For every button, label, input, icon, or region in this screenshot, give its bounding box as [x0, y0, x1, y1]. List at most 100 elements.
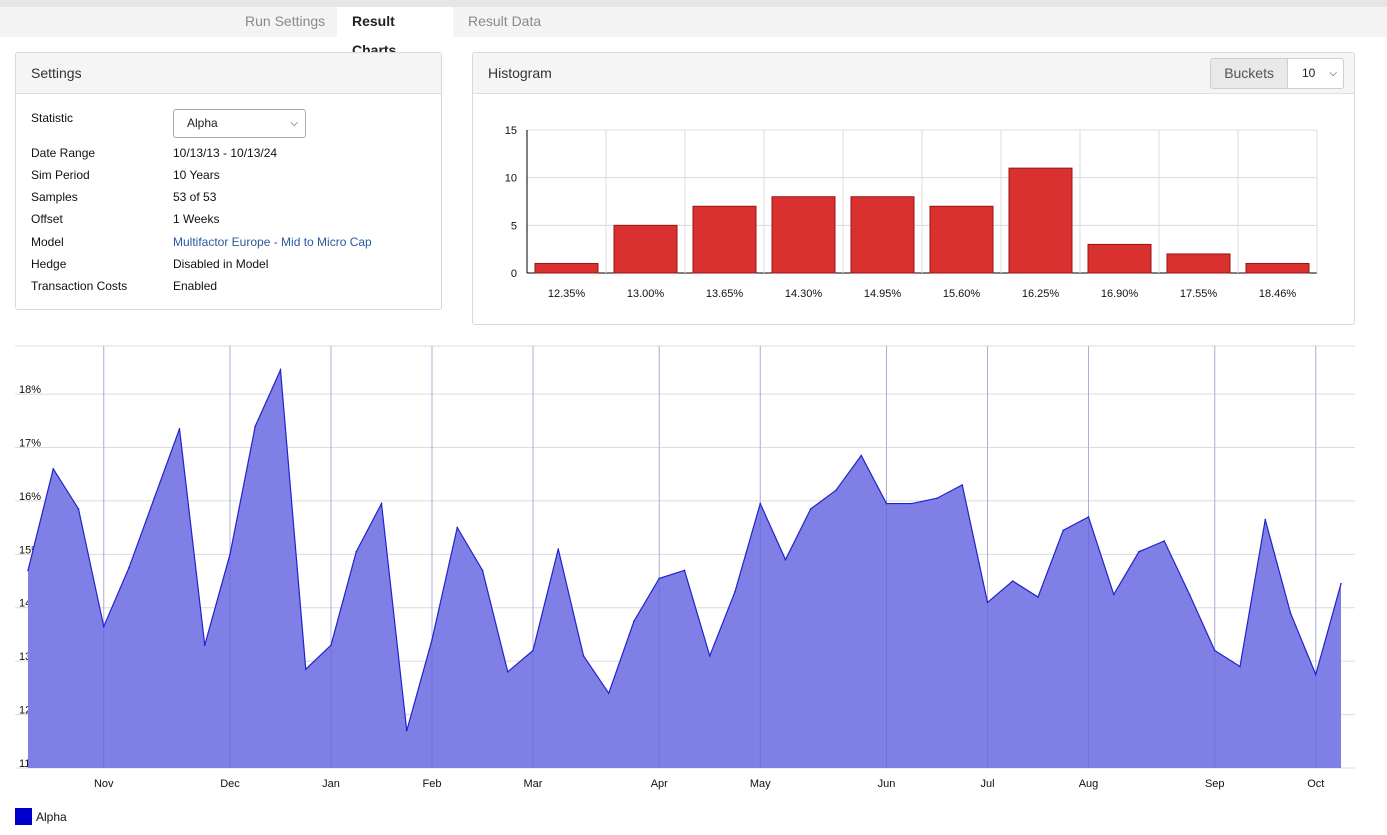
alpha-data-point	[1087, 516, 1090, 518]
tab-bar: Run Settings Result Charts Result Data	[0, 7, 1387, 58]
model-link[interactable]: Multifactor Europe - Mid to Micro Cap	[173, 235, 372, 249]
alpha-data-point	[961, 484, 964, 486]
alpha-data-point	[1340, 582, 1342, 585]
buckets-control: Buckets 10 ⌵	[1210, 58, 1344, 89]
hist-bar	[534, 262, 599, 274]
tab-result-charts[interactable]: Result Charts	[337, 7, 453, 58]
hist-x-tick-label: 14.95%	[864, 288, 902, 300]
alpha-data-point	[1062, 529, 1065, 532]
alpha-data-point	[153, 497, 156, 500]
samples-label: Samples	[31, 190, 78, 204]
legend-swatch-alpha[interactable]	[15, 808, 32, 825]
hist-y-tick-label: 5	[511, 220, 517, 232]
alpha-data-point	[860, 454, 863, 457]
hist-x-tick-label: 16.90%	[1101, 288, 1139, 300]
tab-result-data[interactable]: Result Data	[468, 13, 542, 29]
hist-x-tick-label: 15.60%	[943, 288, 981, 300]
alpha-data-point	[734, 590, 736, 593]
area-x-tick-label: Jul	[980, 778, 994, 790]
alpha-data-point	[683, 569, 686, 572]
alpha-data-point	[380, 502, 383, 505]
alpha-data-point	[77, 508, 80, 510]
hist-x-tick-label: 13.00%	[627, 288, 665, 300]
hist-bar	[692, 205, 757, 274]
hist-y-tick-label: 15	[505, 125, 517, 137]
alpha-data-point	[835, 489, 837, 492]
alpha-data-point	[279, 369, 282, 371]
alpha-area-fill	[28, 370, 1341, 768]
hist-x-tick-label: 14.30%	[785, 288, 823, 300]
alpha-data-point	[203, 644, 206, 646]
alpha-data-point	[330, 644, 332, 646]
alpha-data-point	[1239, 665, 1241, 668]
settings-panel: Settings Statistic Alpha ⌵ Date Range 10…	[15, 52, 442, 310]
alpha-data-point	[809, 508, 812, 510]
hist-x-tick-label: 18.46%	[1259, 288, 1297, 300]
samples-value: 53 of 53	[173, 190, 217, 204]
sim-period-label: Sim Period	[31, 168, 90, 182]
alpha-data-point	[481, 569, 484, 572]
hedge-label: Hedge	[31, 257, 67, 271]
top-strip	[0, 0, 1387, 7]
alpha-data-point	[936, 497, 938, 500]
buckets-select[interactable]: 10 ⌵	[1288, 58, 1344, 89]
alpha-data-point	[784, 558, 787, 561]
alpha-data-point	[1037, 596, 1039, 598]
alpha-area-chart: 11%12%13%14%15%16%17%18%NovDecJanFebMarA…	[15, 345, 1355, 790]
area-x-tick-label: Jan	[322, 778, 340, 790]
transaction-costs-value: Enabled	[173, 279, 218, 293]
area-x-tick-label: Mar	[524, 778, 543, 790]
hist-bar	[613, 224, 678, 274]
alpha-data-point	[1289, 612, 1292, 614]
buckets-label: Buckets	[1210, 58, 1288, 89]
hist-x-tick-label: 13.65%	[706, 288, 744, 300]
alpha-data-point	[254, 425, 257, 427]
hist-x-tick-label: 17.55%	[1180, 288, 1218, 300]
settings-panel-title: Settings	[16, 53, 441, 94]
area-x-tick-label: Nov	[94, 778, 114, 790]
histogram-panel-header: Histogram Buckets 10 ⌵	[473, 53, 1354, 94]
area-x-tick-label: Aug	[1079, 778, 1099, 790]
model-label: Model	[31, 235, 64, 249]
hist-x-tick-label: 12.35%	[548, 288, 586, 300]
area-x-tick-label: Dec	[220, 778, 240, 790]
area-x-tick-label: Oct	[1307, 778, 1324, 790]
alpha-data-point	[456, 526, 459, 529]
alpha-data-point	[532, 649, 534, 652]
alpha-data-point	[1138, 550, 1140, 553]
hist-bar	[1245, 262, 1310, 274]
alpha-data-point	[27, 569, 29, 572]
alpha-data-point	[1163, 540, 1166, 542]
area-x-tick-label: Sep	[1205, 778, 1225, 790]
hist-x-tick-label: 16.25%	[1022, 288, 1060, 300]
alpha-data-point	[708, 655, 711, 657]
alpha-data-point	[910, 502, 913, 505]
alpha-data-point	[1264, 518, 1267, 521]
alpha-data-point	[986, 601, 989, 604]
alpha-data-point	[355, 550, 358, 553]
hist-y-tick-label: 10	[505, 173, 517, 185]
statistic-select[interactable]: Alpha ⌵	[173, 109, 306, 138]
alpha-data-point	[1011, 580, 1014, 582]
alpha-data-point	[304, 668, 307, 670]
transaction-costs-label: Transaction Costs	[31, 279, 128, 293]
tab-run-settings[interactable]: Run Settings	[245, 13, 326, 29]
alpha-data-point	[52, 468, 55, 470]
legend-label-alpha[interactable]: Alpha	[36, 810, 67, 824]
alpha-data-point	[1188, 593, 1191, 596]
hedge-value: Disabled in Model	[173, 257, 269, 271]
chevron-down-icon: ⌵	[290, 118, 298, 129]
offset-label: Offset	[31, 212, 63, 226]
alpha-data-point	[582, 655, 585, 657]
hist-bar	[1166, 253, 1231, 274]
area-x-tick-label: Feb	[423, 778, 442, 790]
hist-bar	[1087, 243, 1152, 274]
histogram-chart: 0 5 10 15 12.35% 13.00% 13.65% 14.30% 14.95% 15.6…	[505, 125, 1318, 300]
alpha-data-point	[607, 692, 610, 695]
alpha-data-point	[658, 577, 661, 580]
buckets-select-value: 10	[1302, 66, 1316, 80]
alpha-data-point	[102, 625, 105, 628]
chevron-down-icon: ⌵	[1329, 68, 1337, 79]
alpha-data-point	[557, 548, 560, 550]
hist-y-tick-label: 0	[511, 268, 517, 280]
